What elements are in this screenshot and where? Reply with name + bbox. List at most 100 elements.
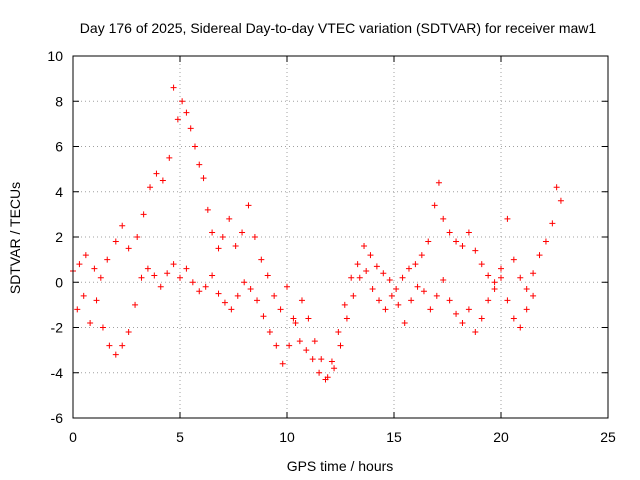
y-tick-label: 4: [55, 184, 63, 200]
data-point: [435, 179, 442, 186]
data-point: [144, 265, 151, 272]
data-point: [517, 324, 524, 331]
data-point: [183, 109, 190, 116]
data-point: [517, 274, 524, 281]
data-point: [215, 245, 222, 252]
data-point: [232, 243, 239, 250]
data-point: [418, 252, 425, 259]
data-point: [125, 329, 132, 336]
data-point: [166, 154, 173, 161]
y-tick-label: 6: [55, 139, 63, 155]
x-tick-label: 20: [493, 429, 509, 445]
data-point: [112, 351, 119, 358]
data-point: [367, 252, 374, 259]
data-point: [549, 220, 556, 227]
data-point: [343, 315, 350, 322]
data-point: [226, 215, 233, 222]
data-point: [373, 263, 380, 270]
data-point: [177, 274, 183, 281]
data-point: [478, 261, 485, 268]
data-point: [298, 297, 305, 304]
data-point: [324, 374, 331, 381]
data-point: [279, 360, 286, 367]
data-point: [335, 329, 342, 336]
plot-frame: [72, 55, 609, 419]
data-point: [485, 297, 492, 304]
data-point: [134, 234, 141, 240]
data-point: [219, 234, 226, 240]
data-point: [151, 272, 158, 279]
data-point: [395, 301, 402, 308]
data-point: [440, 215, 447, 222]
data-point: [170, 84, 177, 91]
data-point: [405, 265, 412, 272]
data-point: [202, 283, 209, 290]
data-point: [187, 125, 194, 132]
data-point: [408, 297, 415, 304]
data-point: [247, 286, 254, 293]
data-point: [337, 342, 344, 349]
data-point: [523, 306, 530, 313]
x-axis-label: GPS time / hours: [287, 458, 394, 474]
data-point: [328, 358, 335, 365]
data-point: [119, 342, 126, 349]
data-point: [215, 290, 222, 297]
data-point: [510, 256, 517, 263]
data-point: [412, 261, 419, 268]
data-point: [453, 310, 460, 317]
data-point: [164, 270, 171, 277]
y-tick-label: 10: [47, 48, 63, 64]
data-point: [87, 319, 94, 326]
y-tick-label: 0: [55, 274, 63, 290]
data-point: [112, 238, 119, 245]
data-point: [465, 306, 472, 313]
chart-title: Day 176 of 2025, Sidereal Day-to-day VTE…: [80, 20, 597, 36]
data-point: [284, 283, 290, 290]
data-point: [303, 347, 310, 354]
data-point: [504, 297, 511, 304]
data-point: [311, 338, 318, 345]
data-point: [446, 229, 453, 236]
data-point: [420, 288, 427, 295]
data-point: [74, 306, 81, 313]
data-point: [119, 222, 126, 229]
data-point: [174, 116, 181, 123]
data-point: [209, 272, 216, 279]
data-point: [354, 261, 361, 268]
data-point: [251, 234, 258, 240]
data-point: [147, 184, 154, 191]
data-point: [266, 329, 273, 336]
y-tick-label: 2: [55, 229, 63, 245]
data-point: [200, 175, 207, 182]
data-point: [498, 274, 504, 281]
data-point: [386, 276, 393, 283]
y-tick-label: -2: [51, 320, 64, 336]
data-point: [273, 342, 280, 349]
data-point: [356, 274, 363, 281]
data-point: [106, 342, 113, 349]
data-point: [221, 299, 228, 306]
data-point: [159, 177, 166, 184]
data-point: [228, 306, 235, 313]
data-point: [380, 270, 387, 277]
data-point: [427, 306, 434, 313]
data-point: [453, 238, 460, 245]
data-point: [170, 261, 177, 268]
data-point: [542, 238, 549, 245]
data-point: [157, 283, 164, 290]
data-point: [350, 292, 357, 299]
data-point: [425, 238, 432, 245]
data-point: [99, 324, 106, 331]
data-point: [341, 301, 348, 308]
data-point: [264, 272, 271, 279]
data-point: [196, 161, 203, 168]
data-point: [388, 292, 395, 299]
data-point: [132, 301, 139, 308]
data-point: [286, 342, 293, 349]
grid-lines: [73, 56, 608, 418]
data-point: [153, 170, 160, 177]
data-point: [331, 365, 338, 372]
data-point: [104, 256, 111, 263]
data-points: [70, 84, 564, 383]
